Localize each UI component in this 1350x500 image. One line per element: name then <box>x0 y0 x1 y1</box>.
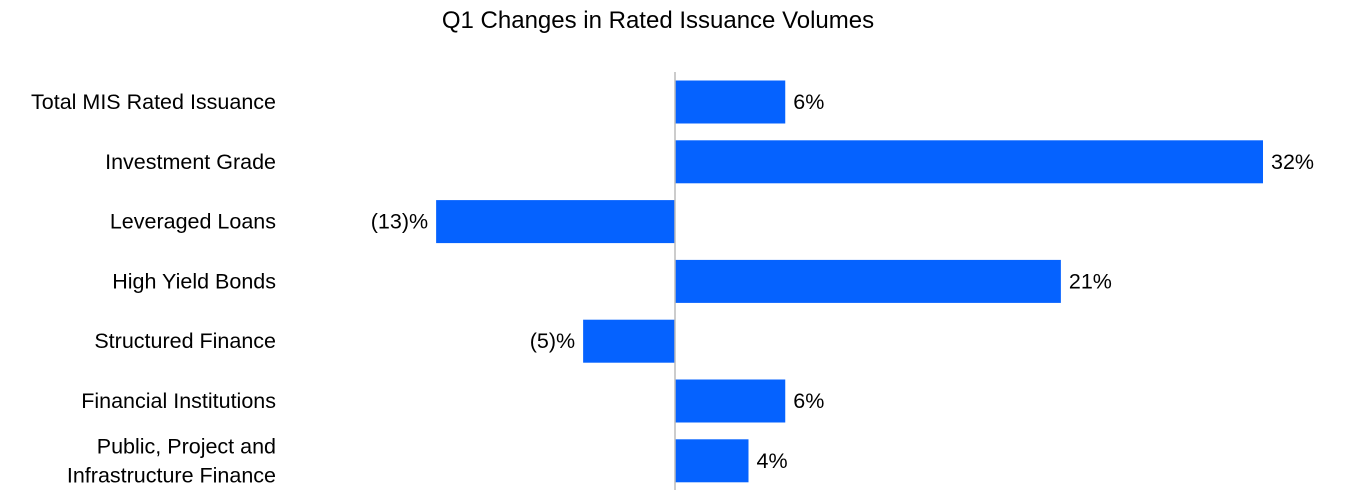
data-label: 32% <box>1271 150 1314 174</box>
bar <box>675 140 1263 184</box>
category-label: Financial Institutions <box>81 389 276 413</box>
bars-layer <box>436 80 1263 483</box>
bar <box>436 200 675 244</box>
category-label: Infrastructure Finance <box>67 463 276 487</box>
bar <box>675 439 749 483</box>
bar <box>675 80 786 124</box>
labels-layer: Total MIS Rated Issuance 6% Investment Gra… <box>31 90 1314 487</box>
data-label: (5)% <box>530 329 575 353</box>
category-label: High Yield Bonds <box>112 269 276 293</box>
chart-title: Q1 Changes in Rated Issuance Volumes <box>442 7 874 34</box>
data-label: 4% <box>757 449 788 473</box>
data-label: (13)% <box>371 210 428 234</box>
data-label: 6% <box>793 90 824 114</box>
bar <box>675 379 786 423</box>
category-label: Public, Project and <box>97 434 276 458</box>
data-label: 21% <box>1069 269 1112 293</box>
bar <box>583 319 675 363</box>
category-label: Total MIS Rated Issuance <box>31 90 276 114</box>
category-label: Structured Finance <box>94 329 276 353</box>
category-label: Investment Grade <box>105 150 276 174</box>
category-label: Leveraged Loans <box>110 210 276 234</box>
data-label: 6% <box>793 389 824 413</box>
bar <box>675 259 1061 303</box>
